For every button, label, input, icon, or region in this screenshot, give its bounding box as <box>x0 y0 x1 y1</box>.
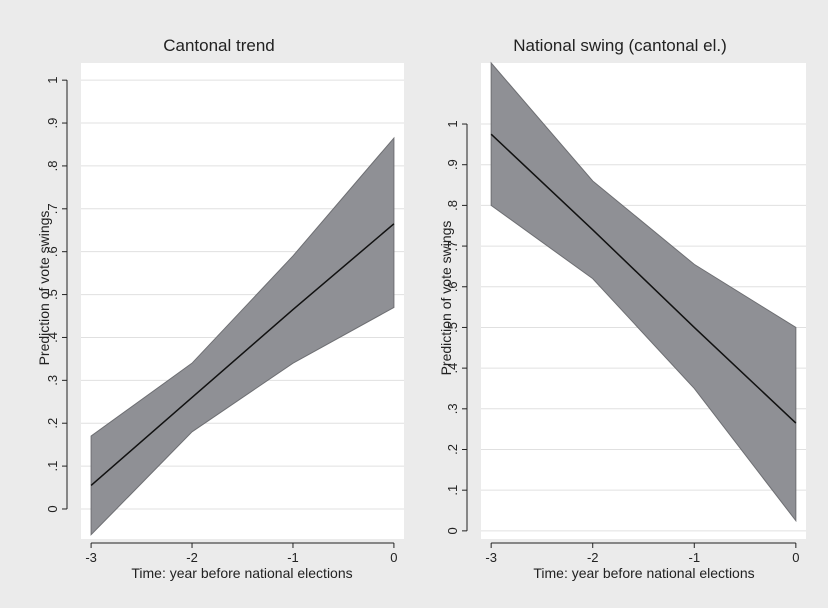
panel-title: National swing (cantonal el.) <box>513 36 727 55</box>
national-prediction-line <box>490 133 797 424</box>
panel-cantonal-trend: Cantonal trend Prediction of vote swings… <box>36 36 404 581</box>
y-tick-label-1: .1 <box>445 485 460 496</box>
x-tick-label-3: 0 <box>792 550 799 565</box>
y-tick-label-5: .5 <box>45 289 60 300</box>
y-tick-label-3: .3 <box>445 403 460 414</box>
x-tick-label-0: -3 <box>485 550 497 565</box>
y-tick-label-9: .9 <box>445 159 460 170</box>
y-tick-label-10: 1 <box>45 77 60 84</box>
national-confidence-band <box>490 61 797 523</box>
y-tick-label-6: .6 <box>445 281 460 292</box>
x-axis-label: Time: year before national elections <box>131 565 352 581</box>
y-tick-label-4: .4 <box>445 363 460 374</box>
x-tick-label-0: -3 <box>85 550 97 565</box>
y-axis-label: Prediction of vote swings <box>438 221 454 376</box>
x-tick-label-1: -2 <box>186 550 198 565</box>
x-tick-label-1: -2 <box>587 550 599 565</box>
x-tick-label-2: -1 <box>689 550 701 565</box>
y-tick-label-10: 1 <box>445 120 460 127</box>
y-tick-label-6: .6 <box>45 246 60 257</box>
y-tick-label-8: .8 <box>45 160 60 171</box>
y-tick-label-0: 0 <box>45 505 60 512</box>
x-tick-label-3: 0 <box>390 550 397 565</box>
cantonal-prediction-line <box>90 223 395 486</box>
panel-title: Cantonal trend <box>163 36 275 55</box>
y-tick-label-2: .2 <box>45 418 60 429</box>
x-axis-label: Time: year before national elections <box>533 565 754 581</box>
panel-national-swing: National swing (cantonal el.) Prediction… <box>438 36 806 581</box>
y-tick-label-4: .4 <box>45 332 60 343</box>
y-tick-label-1: .1 <box>45 461 60 472</box>
y-tick-label-9: .9 <box>45 118 60 129</box>
y-tick-label-3: .3 <box>45 375 60 386</box>
y-tick-label-8: .8 <box>445 200 460 211</box>
y-tick-label-5: .5 <box>445 322 460 333</box>
y-tick-label-2: .2 <box>445 444 460 455</box>
cantonal-confidence-band <box>90 136 395 536</box>
y-axis-label: Prediction of vote swings <box>36 211 52 366</box>
y-tick-label-0: 0 <box>445 527 460 534</box>
y-tick-label-7: .7 <box>45 203 60 214</box>
y-tick-label-7: .7 <box>445 241 460 252</box>
x-tick-label-2: -1 <box>287 550 299 565</box>
